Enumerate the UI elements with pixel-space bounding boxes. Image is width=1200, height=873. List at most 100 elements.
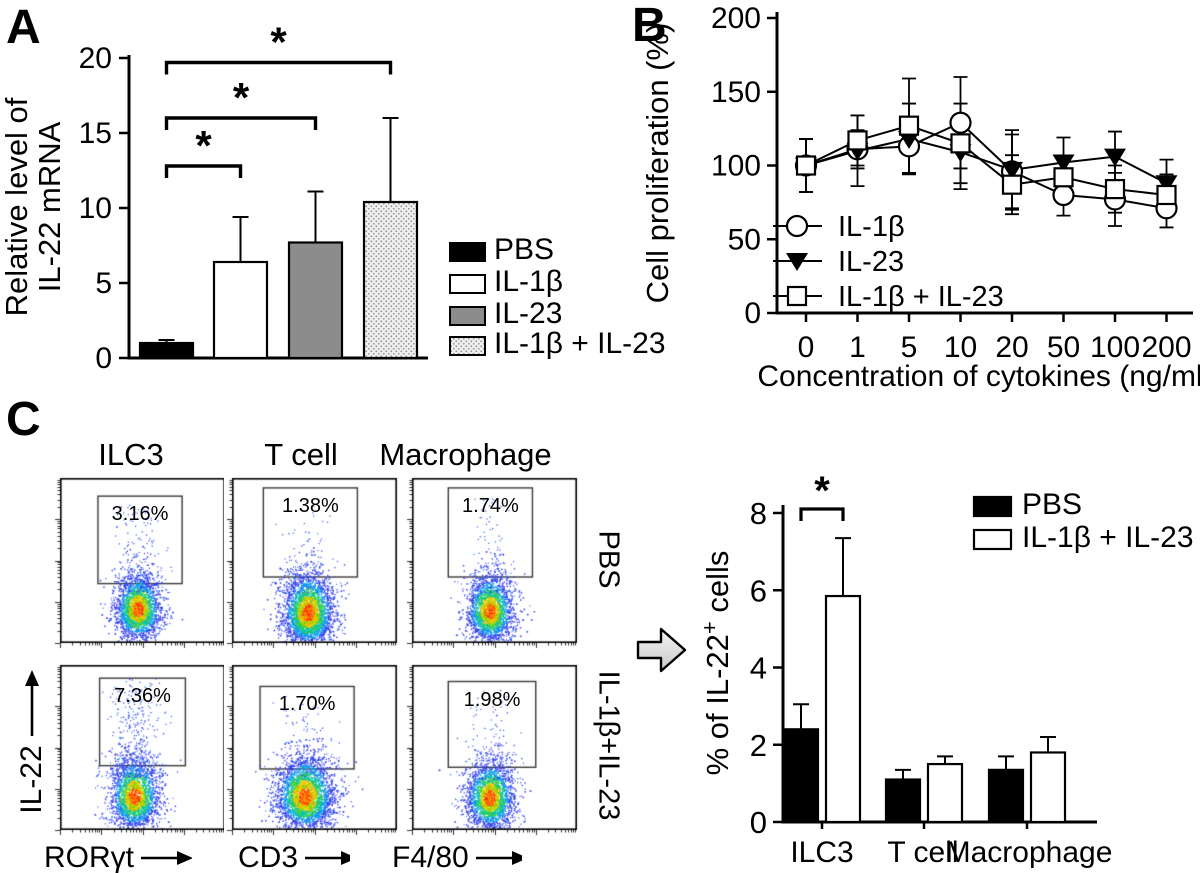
svg-text:50: 50	[728, 223, 761, 256]
svg-text:IL-22 mRNA: IL-22 mRNA	[32, 121, 67, 292]
flow-x-label-rorgt: RORγt	[44, 841, 192, 873]
marker-square	[786, 285, 808, 307]
panel-a-legend-swatch-2	[449, 306, 486, 326]
flow-col-header-macrophage: Macrophage	[379, 437, 552, 472]
panel-a-legend-swatch-3	[449, 336, 486, 356]
flow-to-chart-arrow-icon	[636, 627, 687, 673]
svg-text:*: *	[814, 469, 830, 513]
svg-text:8: 8	[750, 496, 767, 531]
svg-text:5: 5	[901, 331, 918, 364]
svg-text:50: 50	[1047, 331, 1080, 364]
panel-a-bar-2	[287, 241, 344, 360]
panel-a-bar-1	[212, 260, 269, 360]
svg-text:10: 10	[79, 192, 112, 225]
gate-percentage-1-1: 1.70%	[278, 693, 336, 716]
flow-col-header-tcell: T cell	[264, 437, 338, 472]
svg-text:*: *	[195, 122, 212, 169]
svg-text:PBS: PBS	[494, 233, 554, 266]
svg-text:10: 10	[944, 331, 977, 364]
svg-text:Cell proliferation (%): Cell proliferation (%)	[640, 23, 675, 304]
panel-a-errorbar-0	[158, 339, 175, 343]
marker-square	[795, 155, 817, 176]
svg-text:0: 0	[744, 297, 761, 330]
gate-percentage-1-0: 7.36%	[114, 685, 171, 708]
svg-text:Relative level of: Relative level of	[0, 97, 34, 316]
panel-c-bar-1-0	[824, 594, 862, 824]
panel-a-legend-swatch-0	[449, 242, 486, 262]
marker-square	[1001, 174, 1023, 195]
svg-text:IL-23: IL-23	[494, 297, 562, 330]
right-arrow-icon	[475, 851, 522, 865]
svg-text:2: 2	[750, 728, 767, 763]
panel-c-legend-swatch-0	[972, 495, 1013, 518]
panel-a-errorbar-3	[382, 117, 399, 202]
svg-text:0: 0	[798, 331, 815, 364]
flow-col-header-ilc3: ILC3	[98, 437, 164, 472]
svg-text:Concentration of cytokines (ng: Concentration of cytokines (ng/ml)	[757, 360, 1200, 393]
svg-text:6: 6	[750, 573, 767, 608]
flow-row-label-il: IL-1β+IL-23	[592, 670, 625, 821]
flow-plot-macrophage-il	[404, 664, 578, 838]
svg-text:IL-1β: IL-1β	[838, 211, 905, 243]
marker-triangle	[1001, 161, 1023, 180]
svg-text:IL-23: IL-23	[838, 246, 904, 278]
flow-plot-tcell-il	[224, 664, 398, 838]
svg-text:200: 200	[1141, 331, 1191, 364]
flow-x-label-cd3-text: CD3	[238, 841, 299, 873]
panel-a-letter: A	[6, 1, 41, 54]
marker-circle	[1052, 183, 1075, 207]
svg-text:Macrophage: Macrophage	[946, 836, 1113, 869]
panel-c-bar-0-2	[987, 768, 1025, 824]
gate-percentage-0-0: 3.16%	[111, 503, 169, 526]
panel-c-bar-0-0	[782, 728, 820, 824]
panel-a-bar-0	[138, 341, 195, 360]
panel-a-sig-bracket-2	[164, 60, 393, 75]
svg-text:150: 150	[711, 76, 761, 109]
right-arrow-icon	[305, 851, 350, 865]
svg-text:% of IL-22+ cells: % of IL-22+ cells	[697, 551, 735, 776]
marker-circle	[785, 214, 809, 238]
panel-c-bar-0-1	[884, 778, 922, 824]
flow-plot-ilc3-il	[52, 664, 226, 838]
panel-c-legend-swatch-1	[972, 528, 1013, 551]
svg-text:IL-1β + IL-23: IL-1β + IL-23	[1022, 521, 1194, 554]
flow-x-label-cd3: CD3	[238, 841, 350, 873]
marker-triangle	[786, 253, 808, 271]
svg-text:20: 20	[995, 331, 1028, 364]
marker-square	[847, 130, 868, 151]
flow-plot-tcell-pbs	[224, 477, 398, 651]
gate-percentage-1-2: 1.98%	[463, 688, 521, 711]
svg-text:*: *	[270, 19, 287, 66]
marker-square	[898, 115, 920, 136]
svg-text:IL-1β: IL-1β	[494, 265, 563, 298]
flow-x-label-f480: F4/80	[392, 841, 522, 873]
svg-text:5: 5	[95, 267, 112, 300]
svg-text:100: 100	[1090, 331, 1140, 364]
svg-text:0: 0	[95, 342, 112, 375]
panel-a-sig-bracket-0	[164, 164, 243, 178]
svg-text:ILC3: ILC3	[790, 836, 853, 869]
marker-square	[1156, 184, 1177, 206]
panel-a-bar-3	[362, 200, 419, 360]
panel-b-letter: B	[632, 0, 667, 52]
panel-a-errorbar-2	[307, 190, 324, 243]
panel-a-errorbar-1	[232, 216, 249, 262]
svg-text:4: 4	[750, 651, 767, 686]
flow-y-axis-label: IL-22	[14, 654, 50, 830]
marker-triangle	[1104, 148, 1126, 167]
flow-y-axis-label-text: IL-22	[15, 745, 48, 814]
flow-plot-ilc3-pbs	[52, 477, 226, 651]
svg-text:200: 200	[711, 2, 761, 35]
svg-text:15: 15	[79, 117, 112, 150]
gate-percentage-0-2: 1.74%	[462, 494, 519, 517]
flow-plot-macrophage-pbs	[404, 477, 578, 651]
svg-text:0: 0	[750, 805, 767, 840]
svg-text:PBS: PBS	[1022, 488, 1082, 521]
marker-square	[950, 133, 971, 154]
marker-square	[1104, 179, 1126, 200]
marker-square	[1053, 167, 1074, 188]
